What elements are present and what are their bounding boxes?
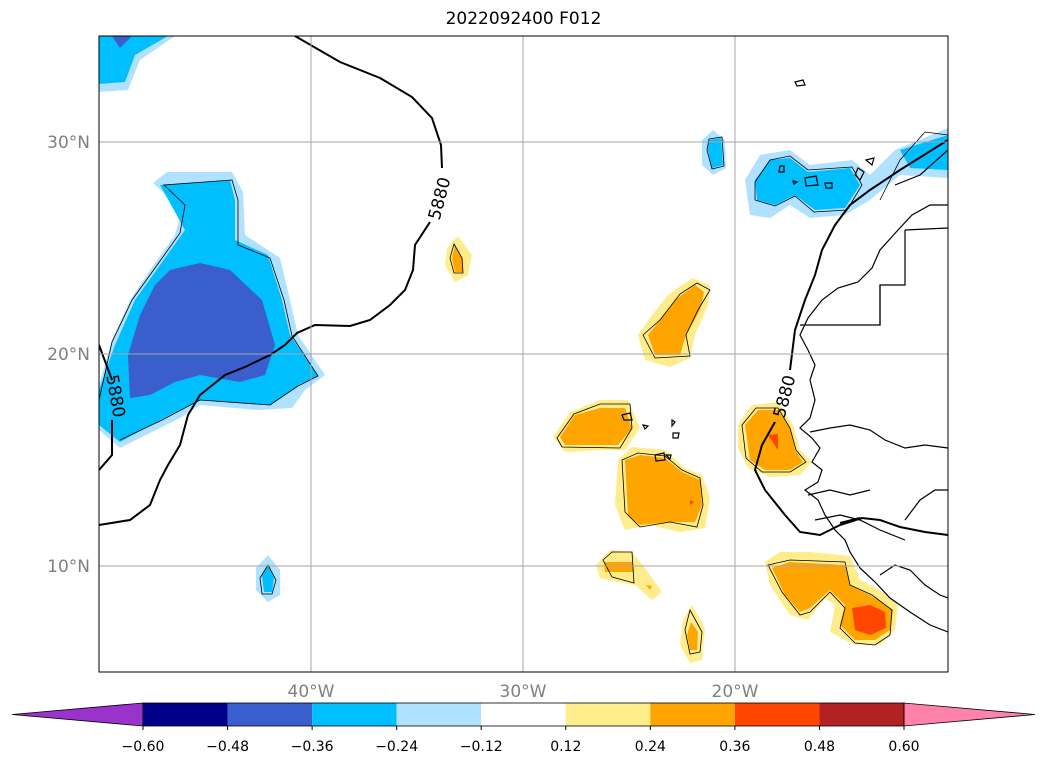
colorbar-tick-label: 0.12	[550, 739, 581, 755]
colorbar-bin	[396, 703, 482, 726]
positive-anomaly-region	[604, 562, 634, 572]
colorbar-bin	[819, 703, 904, 726]
colorbar-bin	[650, 703, 735, 726]
anomaly-outline	[99, 131, 948, 655]
negative-anomaly-region	[755, 158, 860, 210]
negative-anomaly-region	[99, 36, 168, 84]
negative-anomaly-region	[708, 138, 723, 168]
colorbar-tick-label: 0.60	[888, 739, 919, 755]
negative-anomaly-region	[128, 263, 275, 398]
map-title: 2022092400 F012	[445, 9, 602, 29]
colorbar: −0.60 −0.48 −0.36 −0.24 −0.12 0.12 0.24 0.36 0.4…	[11, 702, 1036, 755]
colorbar-tick-label: −0.48	[206, 739, 249, 755]
colorbar-tick-label: −0.60	[122, 739, 165, 755]
gridlines	[99, 36, 948, 672]
longitude-labels: 40°W 30°W 20°W	[288, 682, 759, 702]
height-contour-5880	[99, 36, 948, 537]
positive-anomaly-region	[852, 605, 886, 635]
colorbar-bin	[312, 703, 397, 726]
positive-anomaly-region	[648, 285, 704, 355]
lon-label: 20°W	[712, 682, 759, 702]
lat-label: 30°N	[47, 133, 90, 153]
colorbar-extend-min	[11, 702, 144, 727]
colorbar-tick-label: −0.12	[460, 739, 503, 755]
shaded-field	[99, 36, 948, 663]
lon-label: 40°W	[288, 682, 335, 702]
colorbar-tick-label: −0.36	[291, 739, 334, 755]
colorbar-bin	[565, 703, 651, 726]
colorbar-frame	[142, 702, 905, 727]
positive-anomaly-region	[768, 434, 778, 450]
positive-anomaly-region	[452, 245, 463, 272]
positive-anomaly-region	[690, 500, 694, 505]
contour-label: 5880	[770, 373, 801, 420]
positive-anomaly-region	[646, 585, 652, 590]
colorbar-tick-label: 0.48	[804, 739, 835, 755]
positive-anomaly-region	[560, 408, 632, 445]
latitude-labels: 30°N 20°N 10°N	[47, 133, 90, 577]
map-frame	[98, 35, 949, 673]
colorbar-bin	[227, 703, 313, 726]
colorbar-tick-label: 0.24	[635, 739, 666, 755]
colorbar-extend-max	[903, 702, 1036, 727]
lon-label: 30°W	[500, 682, 547, 702]
colorbar-bin	[734, 703, 820, 726]
colorbar-tick-label: 0.36	[719, 739, 750, 755]
positive-anomaly-region	[625, 455, 702, 525]
coastline	[621, 79, 948, 633]
negative-anomaly-region	[262, 565, 274, 592]
colorbar-tick-label: −0.24	[375, 739, 418, 755]
colorbar-bin	[481, 703, 566, 726]
negative-anomaly-region	[112, 36, 132, 48]
positive-anomaly-region	[687, 622, 698, 650]
contour-label: 5880	[425, 175, 456, 222]
colorbar-bin	[143, 703, 228, 726]
lat-label: 10°N	[47, 557, 90, 577]
lat-label: 20°N	[47, 345, 90, 365]
